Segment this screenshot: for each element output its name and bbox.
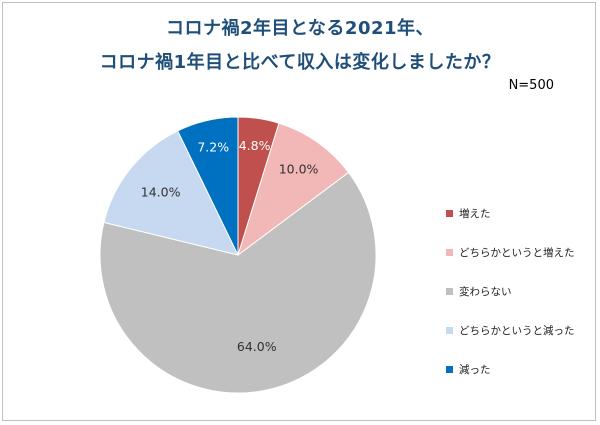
legend-label-5: 減った	[459, 363, 491, 376]
pie-slice-4	[103, 130, 239, 256]
pie-data-label-3: 64.0%	[237, 339, 277, 354]
legend-swatch-4	[446, 326, 453, 334]
chart-title-line1: コロナ禍2年目となる2021年、	[165, 18, 435, 39]
legend-label-2: どちらかというと増えた	[459, 246, 575, 259]
legend-swatch-2	[446, 248, 453, 256]
legend-label-4: どちらかというと減った	[459, 324, 575, 337]
legend-item-4: どちらかというと減った	[446, 322, 575, 338]
legend-item-5: 減った	[446, 361, 491, 377]
legend-swatch-3	[446, 287, 453, 295]
legend-swatch-5	[446, 365, 453, 373]
pie-data-label-1: 4.8%	[239, 138, 271, 153]
pie-slice-3	[99, 171, 377, 394]
sample-size-note: N=500	[508, 78, 554, 93]
legend-swatch-1	[446, 209, 453, 217]
legend-item-1: 増えた	[446, 205, 491, 221]
pie-slice-2	[237, 122, 350, 257]
legend-label-1: 増えた	[459, 207, 491, 220]
chart-title-line2: コロナ禍1年目と比べて収入は変化しましたか？	[99, 52, 501, 73]
legend-label-3: 変わらない	[459, 285, 512, 298]
legend-item-3: 変わらない	[446, 283, 512, 299]
pie-data-label-5: 7.2%	[197, 139, 229, 154]
pie-data-label-4: 14.0%	[141, 185, 181, 200]
legend-item-2: どちらかというと増えた	[446, 244, 575, 260]
pie-data-label-2: 10.0%	[279, 161, 319, 176]
pie-slice-5	[177, 116, 239, 256]
